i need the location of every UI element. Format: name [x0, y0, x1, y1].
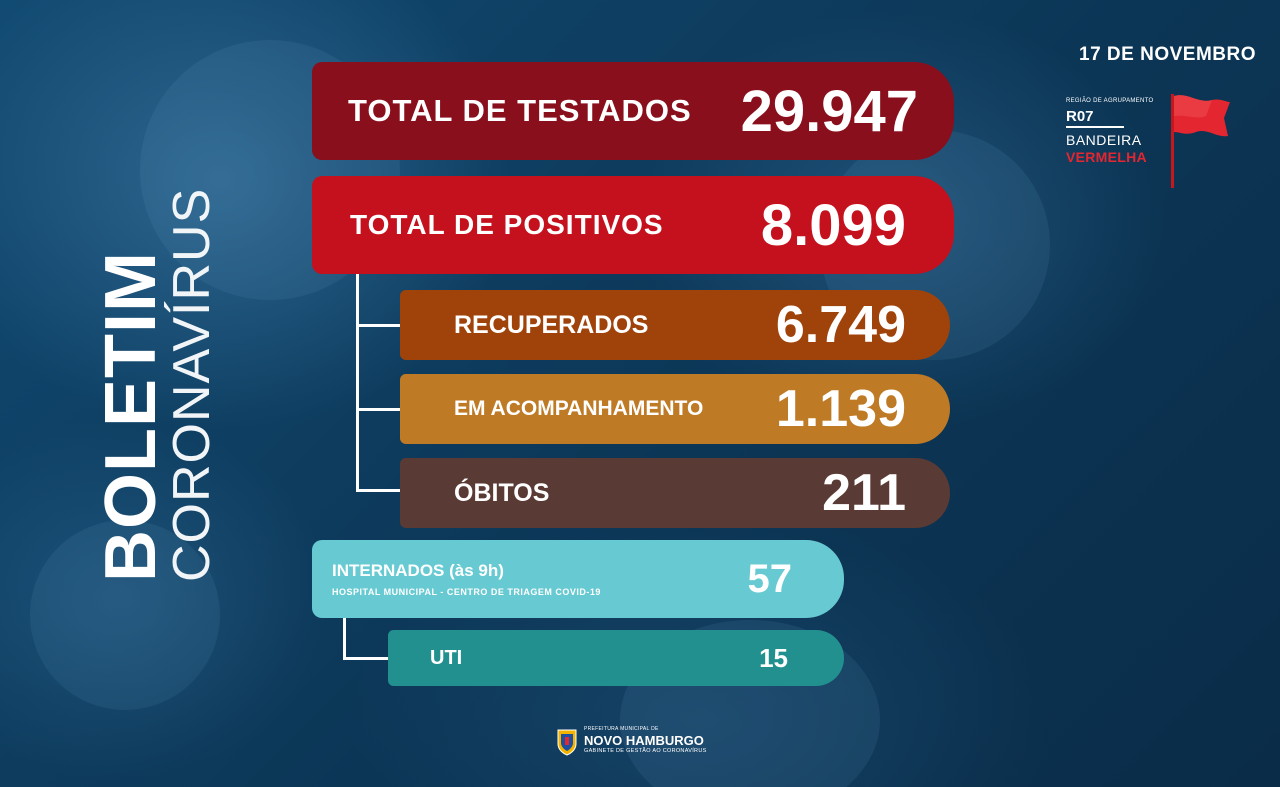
- recuperados-value: 6.749: [775, 296, 906, 354]
- recuperados-label: RECUPERADOS: [454, 310, 649, 339]
- obitos-bar: ÓBITOS 211: [400, 458, 950, 528]
- region-flag-box: REGIÃO DE AGRUPAMENTO R07 BANDEIRA VERME…: [1066, 92, 1246, 192]
- bulletin-date: 17 DE NOVEMBRO: [1079, 44, 1256, 65]
- connector-line: [356, 262, 359, 492]
- uti-bar: UTI 15: [388, 630, 844, 686]
- region-label: REGIÃO DE AGRUPAMENTO: [1066, 98, 1154, 104]
- total-positivos-value: 8.099: [760, 192, 906, 258]
- internados-bar: INTERNADOS (às 9h) HOSPITAL MUNICIPAL - …: [312, 540, 844, 618]
- internados-sublabel: HOSPITAL MUNICIPAL - CENTRO DE TRIAGEM C…: [332, 587, 601, 597]
- title-coronavirus: CORONAVÍRUS: [163, 187, 221, 582]
- region-code: R07: [1066, 108, 1124, 128]
- internados-value: 57: [747, 556, 793, 601]
- red-flag-icon: [1171, 94, 1230, 188]
- flag-line-2: VERMELHA: [1066, 149, 1147, 165]
- internados-label: INTERNADOS (às 9h): [332, 561, 504, 580]
- internados-label-group: INTERNADOS (às 9h) HOSPITAL MUNICIPAL - …: [332, 561, 601, 597]
- connector-line: [356, 324, 400, 327]
- connector-line: [356, 408, 400, 411]
- total-positivos-bar: TOTAL DE POSITIVOS 8.099: [312, 176, 954, 274]
- acompanhamento-bar: EM ACOMPANHAMENTO 1.139: [400, 374, 950, 444]
- uti-value: 15: [759, 642, 788, 673]
- total-positivos-label: TOTAL DE POSITIVOS: [350, 209, 664, 240]
- flag-line-1: BANDEIRA: [1066, 132, 1142, 148]
- obitos-value: 211: [822, 464, 906, 522]
- logo-city-name: NOVO HAMBURGO: [584, 733, 704, 748]
- uti-label: UTI: [430, 646, 463, 669]
- title-boletim: BOLETIM: [91, 251, 171, 582]
- acompanhamento-value: 1.139: [775, 380, 906, 438]
- acompanhamento-label: EM ACOMPANHAMENTO: [454, 397, 704, 420]
- connector-line: [343, 610, 346, 660]
- vertical-title: BOLETIM CORONAVÍRUS: [80, 170, 230, 590]
- connector-line: [356, 489, 400, 492]
- connector-line: [343, 657, 388, 660]
- logo-prefeitura: PREFEITURA MUNICIPAL DE: [584, 726, 659, 732]
- city-shield-icon: [557, 729, 577, 756]
- logo-gabinete: GABINETE DE GESTÃO AO CORONAVÍRUS: [584, 748, 707, 754]
- total-testados-bar: TOTAL DE TESTADOS 29.947: [312, 62, 954, 160]
- total-testados-label: TOTAL DE TESTADOS: [348, 93, 692, 128]
- city-logo: PREFEITURA MUNICIPAL DE NOVO HAMBURGO GA…: [556, 724, 736, 760]
- total-testados-value: 29.947: [740, 78, 918, 144]
- recuperados-bar: RECUPERADOS 6.749: [400, 290, 950, 360]
- virus-decoration: [30, 520, 220, 710]
- obitos-label: ÓBITOS: [454, 478, 550, 507]
